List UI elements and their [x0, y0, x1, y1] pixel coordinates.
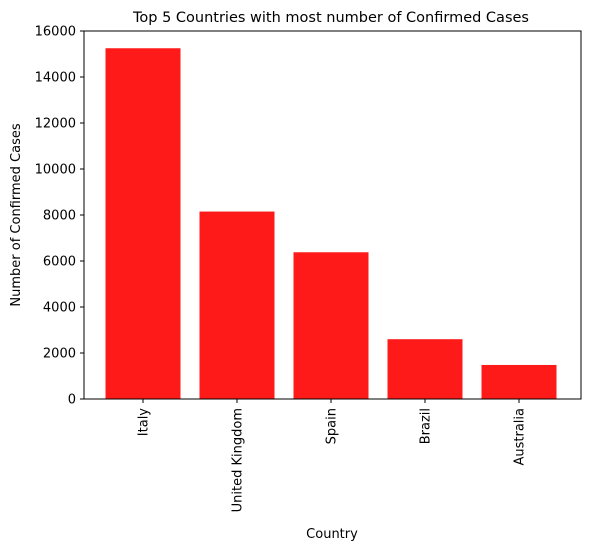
- y-tick-label: 12000: [35, 117, 76, 132]
- chart-title: Top 5 Countries with most number of Conf…: [132, 10, 529, 26]
- y-tick-label: 2000: [43, 347, 76, 362]
- x-tick-label: United Kingdom: [231, 408, 246, 512]
- x-tick-label: Italy: [137, 408, 152, 437]
- x-tick-label: Brazil: [419, 408, 434, 444]
- y-tick-label: 4000: [43, 301, 76, 316]
- x-tick-label: Spain: [325, 408, 340, 444]
- y-tick-label: 10000: [35, 163, 76, 178]
- x-axis-label: Country: [306, 527, 358, 542]
- bar-australia: [481, 364, 557, 399]
- bar-spain: [293, 252, 369, 399]
- y-tick-label: 6000: [43, 255, 76, 270]
- y-tick-label: 8000: [43, 209, 76, 224]
- bar-united-kingdom: [199, 211, 275, 399]
- y-tick-label: 16000: [35, 25, 76, 40]
- y-axis-ticks: 0 2000 4000 6000 8000 10000 12000 14000 16000: [35, 25, 84, 408]
- y-tick-label: 14000: [35, 71, 76, 86]
- y-tick-label: 0: [68, 393, 76, 408]
- x-axis-ticks: Italy United Kingdom Spain Brazil Australia: [137, 399, 528, 512]
- bars-group: [105, 48, 557, 399]
- y-axis-label: Number of Confirmed Cases: [9, 123, 24, 306]
- plot-frame: [83, 30, 582, 400]
- x-tick-label: Australia: [513, 408, 528, 466]
- bar-italy: [105, 48, 181, 399]
- bar-brazil: [387, 339, 463, 399]
